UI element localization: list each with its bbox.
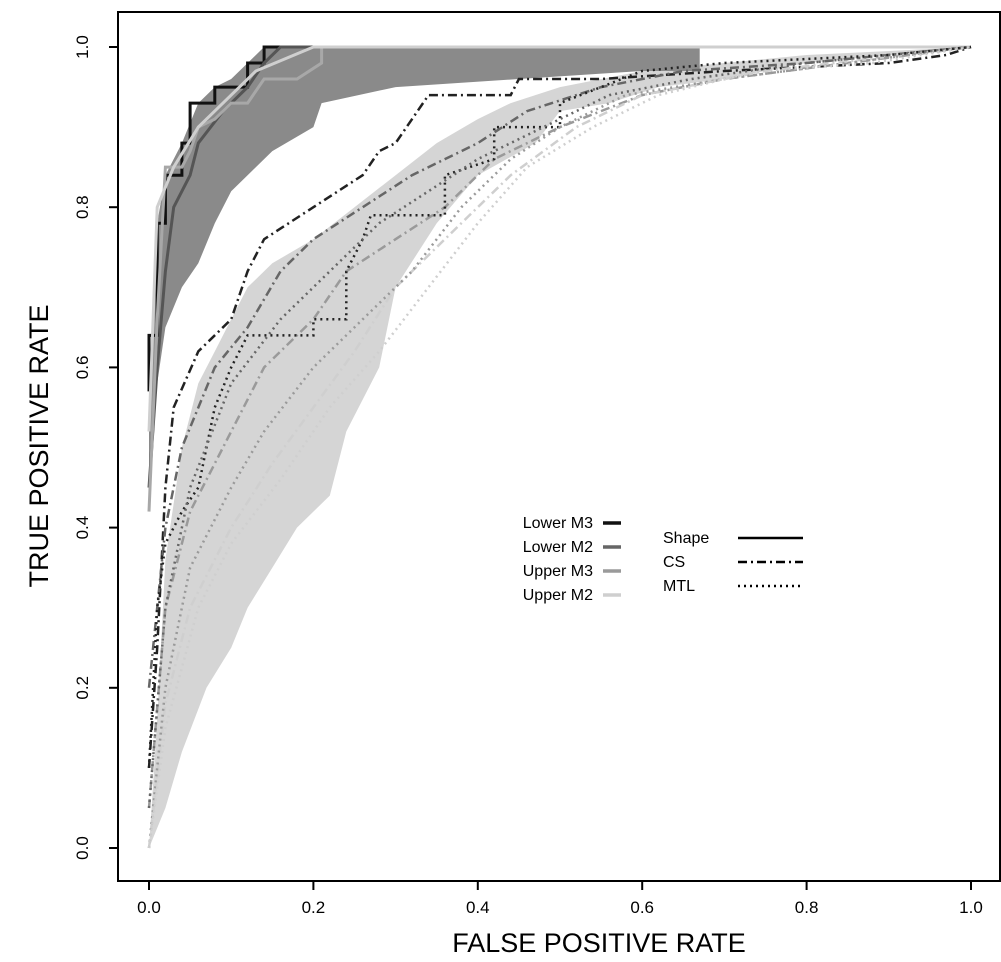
roc-line-lower-m3-mtl xyxy=(147,45,972,768)
y-axis: 0.0 0.2 0.4 0.6 0.8 1.0 xyxy=(73,35,119,860)
x-tick-label: 0.8 xyxy=(795,898,819,917)
y-tick-label: 0.0 xyxy=(73,836,92,860)
plot-area xyxy=(147,45,972,849)
y-tick-label: 0.6 xyxy=(73,356,92,380)
y-tick-label: 1.0 xyxy=(73,35,92,59)
roc-line-upper-m2-mtl xyxy=(147,45,972,849)
legend-tooth-label: Upper M2 xyxy=(523,587,593,604)
legend-tooth-label: Upper M3 xyxy=(523,563,593,580)
x-axis: 0.0 0.2 0.4 0.6 0.8 1.0 xyxy=(137,880,983,917)
legend-method-label: MTL xyxy=(663,578,695,595)
roc-line-upper-m3-shape xyxy=(147,45,396,512)
roc-line-upper-m3-mtl xyxy=(147,45,972,849)
x-tick-label: 0.6 xyxy=(630,898,654,917)
roc-curves xyxy=(147,45,972,849)
legend-method-label: Shape xyxy=(663,530,709,547)
roc-line-lower-m3-cs xyxy=(147,45,972,768)
roc-line-lower-m2-cs xyxy=(147,45,972,688)
y-axis-title: TRUE POSITIVE RATE xyxy=(24,304,54,587)
legend-tooth-group: Lower M3 Lower M2 Upper M3 Upper M2 xyxy=(523,515,621,604)
x-axis-title: FALSE POSITIVE RATE xyxy=(452,928,746,958)
roc-line-upper-m2-shape xyxy=(147,45,971,432)
y-tick-label: 0.2 xyxy=(73,676,92,700)
x-tick-label: 0.4 xyxy=(466,898,490,917)
roc-line-lower-m2-mtl xyxy=(147,45,972,809)
legend-tooth-label: Lower M2 xyxy=(523,539,593,556)
legend-tooth-label: Lower M3 xyxy=(523,515,593,532)
roc-line-lower-m2-shape xyxy=(147,45,330,488)
legend-method-label: CS xyxy=(663,554,685,571)
x-tick-label: 0.2 xyxy=(302,898,326,917)
x-tick-label: 0.0 xyxy=(137,898,161,917)
y-tick-label: 0.8 xyxy=(73,195,92,219)
x-tick-label: 1.0 xyxy=(959,898,983,917)
legend-method: Shape CS MTL xyxy=(663,530,803,595)
y-tick-label: 0.4 xyxy=(73,516,92,540)
